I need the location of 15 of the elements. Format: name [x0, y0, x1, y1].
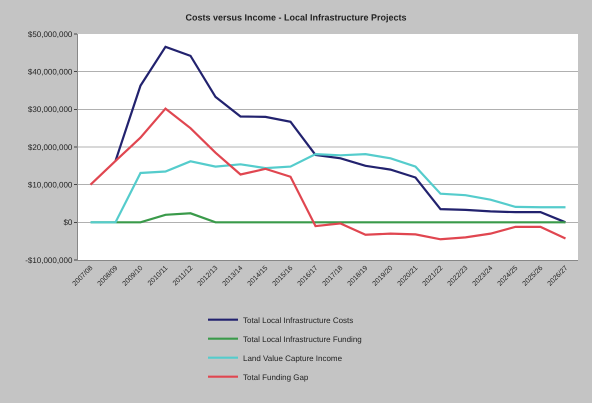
y-tick-label: $10,000,000: [28, 180, 73, 190]
line-series: [114, 46, 567, 224]
legend-label: Total Funding Gap: [243, 372, 309, 382]
legend-label: Land Value Capture Income: [243, 354, 343, 363]
y-tick-label: $30,000,000: [28, 105, 73, 114]
y-tick-label: $0: [63, 218, 73, 228]
legend-label: Total Local Infrastructure Costs: [243, 316, 354, 325]
chart-title: Costs versus Income - Local Infrastructure Projects: [185, 12, 407, 22]
y-tick-label: $40,000,000: [28, 67, 73, 76]
y-tick-label: $20,000,000: [28, 142, 73, 152]
y-tick-label: $50,000,000: [28, 30, 73, 39]
line-series: [89, 153, 567, 224]
y-tick-label: -$10,000,000: [25, 256, 73, 265]
line-series: [89, 107, 567, 240]
legend-label: Total Local Infrastructure Funding: [243, 334, 362, 344]
